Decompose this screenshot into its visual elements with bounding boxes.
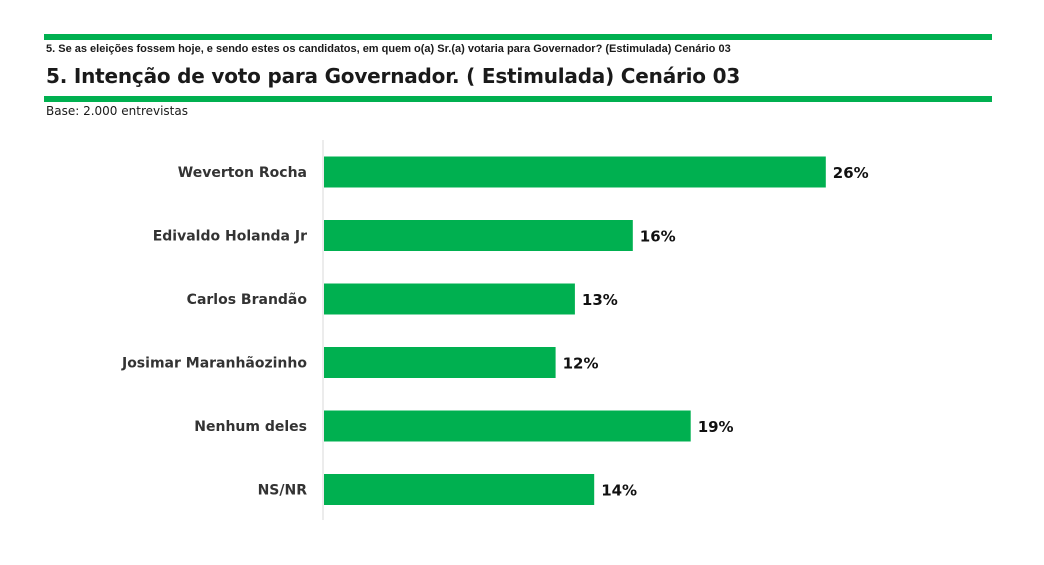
sample-base: Base: 2.000 entrevistas xyxy=(46,104,188,118)
value-label: 19% xyxy=(698,418,734,436)
category-label: Edivaldo Holanda Jr xyxy=(153,229,307,245)
bottom-green-rule xyxy=(44,96,992,102)
value-label: 12% xyxy=(563,355,599,373)
category-label: Weverton Rocha xyxy=(178,165,307,181)
category-label: NS/NR xyxy=(258,483,308,499)
bar xyxy=(324,156,826,188)
value-label: 26% xyxy=(833,164,869,182)
top-green-rule xyxy=(44,34,992,40)
bar xyxy=(324,220,633,251)
category-label: Nenhum deles xyxy=(194,419,307,435)
bars-layer: Weverton Rocha 26% Edivaldo Holanda Jr 16% C… xyxy=(121,140,869,520)
category-label: Josimar Maranhãozinho xyxy=(121,356,307,372)
survey-question: 5. Se as eleições fossem hoje, e sendo e… xyxy=(46,43,731,55)
value-label: 14% xyxy=(601,482,637,500)
value-label: 16% xyxy=(640,228,676,246)
value-label: 13% xyxy=(582,291,618,309)
category-label: Carlos Brandão xyxy=(187,292,308,308)
bar xyxy=(324,283,575,315)
page-title: 5. Intenção de voto para Governador. ( E… xyxy=(46,64,741,88)
bar xyxy=(324,474,595,505)
bar xyxy=(324,410,691,442)
bar xyxy=(324,347,556,378)
